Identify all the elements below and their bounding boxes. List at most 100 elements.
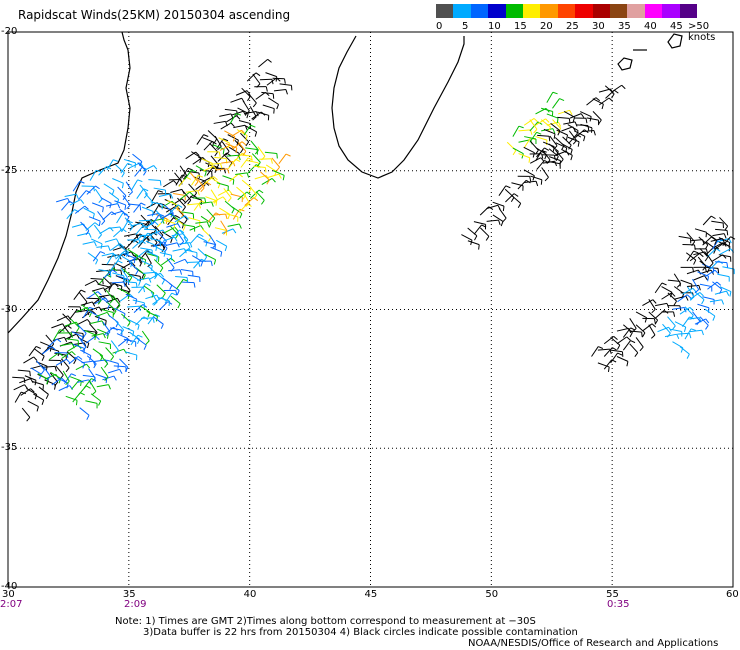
wind-barb [603,336,615,345]
wind-barb [707,248,717,258]
wind-barb-flag [125,280,128,286]
wind-barb [102,375,115,381]
wind-barb-flag [217,183,221,189]
wind-barb-flag [691,241,696,246]
wind-barb [87,291,99,299]
wind-barb-flag [169,284,173,290]
map-frame [7,31,734,588]
wind-barb-flag [728,238,732,244]
wind-barb-flag [154,313,160,317]
wind-barb [238,120,251,125]
wind-barb [142,271,155,274]
wind-barb [226,213,239,218]
wind-barb [182,224,195,228]
wind-barb-flag [512,150,517,156]
wind-barb-flag [532,175,535,181]
note-line-2: 3)Data buffer is 22 hrs from 20150304 4)… [143,627,578,638]
wind-barb-flag [137,334,143,338]
wind-barb [486,204,499,210]
wind-barb-flag [251,155,253,162]
wind-barb-flag [116,305,121,310]
wind-barb [121,220,129,232]
wind-barb [33,393,44,401]
wind-barb-flag [174,236,178,242]
wind-barb-flag [143,225,148,229]
wind-barb [199,201,212,205]
wind-barb [242,192,250,204]
wind-barb [149,237,162,242]
wind-barb [678,235,691,239]
wind-barb-flag [218,151,221,157]
wind-barb-flag [126,338,129,344]
wind-barb [164,292,173,304]
wind-barb-flag [241,129,246,135]
wind-barb [512,125,520,137]
wind-barb [102,211,112,221]
wind-barb [568,130,577,141]
wind-barb [156,284,166,294]
lon-tick-40: 40 [243,589,257,600]
wind-barb [30,367,42,375]
wind-barb [163,236,175,242]
wind-barb [541,128,554,132]
wind-barb-flag [194,181,199,186]
wind-barb-flag [142,287,146,293]
scale-swatch [540,4,559,18]
wind-barb [679,346,690,355]
wind-barb-flag [559,98,565,102]
wind-barb-flag [232,136,236,142]
wind-barb [130,334,139,346]
wind-barb [667,279,680,282]
wind-barb [246,72,257,82]
wind-barb [529,132,538,143]
wind-barb [227,134,239,141]
wind-barb [542,160,555,164]
wind-barb-flag [61,377,66,382]
wind-barb [165,242,178,246]
wind-barb-flag [245,141,250,147]
wind-barb-flag [193,192,198,198]
wind-barb-flag [65,380,70,386]
wind-barb [237,191,248,201]
wind-barb-flag [701,299,705,305]
wind-barb [83,378,92,389]
wind-barb-flag [556,118,559,124]
wind-barb [546,113,559,119]
wind-barb-flag [532,152,535,158]
wind-barb [27,400,39,408]
wind-barb-flag [101,320,105,326]
wind-barb [209,142,219,153]
wind-barb [213,213,226,216]
wind-barb-flag [30,388,35,393]
wind-barb [524,136,537,140]
wind-barb [530,175,543,181]
wind-barb-flag [71,351,76,356]
wind-barb [698,236,709,246]
wind-barb-flag [693,250,699,254]
wind-barb-flag [182,225,186,231]
wind-barb-flag [119,243,124,248]
wind-barb-flag [641,332,643,338]
wind-barb-flag [123,281,126,288]
wind-barb-flag [101,220,106,226]
wind-barb-flag [193,282,196,288]
scale-swatch [662,4,681,18]
wind-barb [690,239,703,242]
wind-barb [186,261,199,264]
wind-barb-flag [271,79,274,85]
wind-barb [685,252,697,261]
wind-barb [209,176,221,184]
wind-barb [714,242,725,250]
wind-barb [100,366,109,378]
wind-barb [187,170,200,174]
wind-barb [175,174,183,186]
scale-label: 15 [514,21,527,32]
wind-barb [171,233,184,237]
wind-barb-flag [255,111,259,117]
wind-barb [679,306,691,315]
wind-barb-flag [113,159,119,162]
wind-barb [692,278,700,290]
wind-barb [684,328,692,340]
wind-barb-flag [41,355,45,361]
wind-barb-flag [498,219,501,226]
